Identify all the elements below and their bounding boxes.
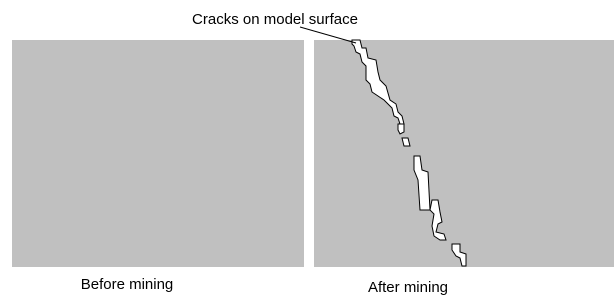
- model-before: [12, 40, 304, 267]
- crack: [402, 138, 410, 146]
- panel-label: Before mining: [81, 276, 174, 293]
- page: Cracks on model surface Before mining Af…: [0, 0, 614, 295]
- panel-label: After mining: [368, 279, 448, 295]
- annotation: Cracks on model surface: [192, 11, 358, 28]
- crack: [398, 124, 404, 134]
- model-after: [314, 40, 614, 267]
- figure: Cracks on model surface Before mining Af…: [0, 0, 614, 295]
